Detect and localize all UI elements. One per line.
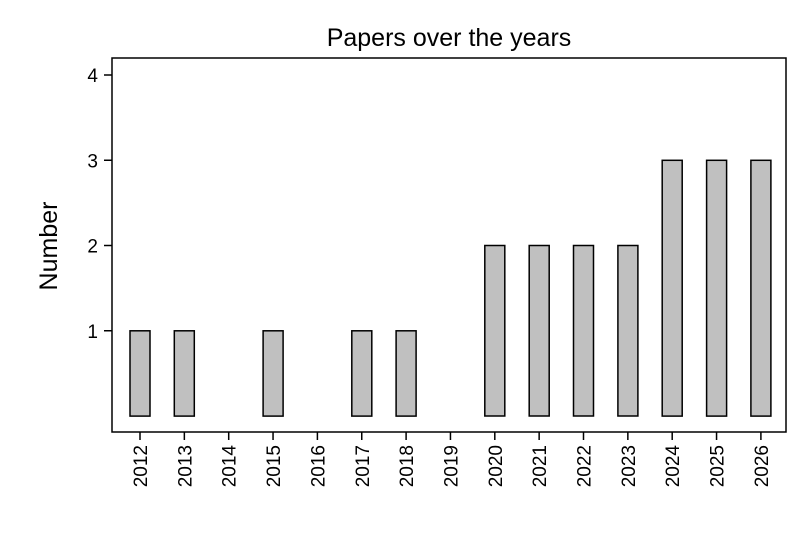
x-tick-label-2014: 2014 [220,445,241,488]
y-tick-label-1: 1 [87,322,98,343]
bar-2024 [661,159,683,417]
x-tick-label-2021: 2021 [530,445,551,487]
x-tick-label-2023: 2023 [619,445,640,487]
bar-2023 [617,244,639,417]
y-tick-label-2: 2 [87,237,98,258]
bar-2018 [395,330,417,417]
x-tick-label-2024: 2024 [663,445,684,488]
x-tick-label-2017: 2017 [353,445,374,487]
plot-area-frame [111,57,787,433]
x-tick-label-2015: 2015 [264,445,285,487]
x-tick-label-2018: 2018 [397,445,418,487]
y-axis: 1 2 3 4 [87,66,112,343]
x-tick-label-2013: 2013 [175,445,196,487]
y-tick-label-4: 4 [87,66,98,87]
x-tick-label-2022: 2022 [575,445,596,487]
x-tick-label-2012: 2012 [131,445,152,487]
bar-2015 [262,330,284,417]
bar-2013 [173,330,196,417]
x-tick-label-2026: 2026 [752,445,773,487]
bars-layer [129,159,772,417]
x-tick-label-2025: 2025 [708,445,729,487]
y-axis-label: Number [35,202,63,291]
bar-2017 [351,330,373,417]
x-tick-label-2020: 2020 [486,445,507,487]
y-tick-label-3: 3 [87,151,98,172]
chart-title: Papers over the years [327,24,572,52]
x-tick-label-2016: 2016 [308,445,329,487]
x-axis: 2012 2013 2014 2015 2016 2017 2018 2019 2020 2021… [131,432,773,487]
bar-2026 [750,159,772,417]
x-tick-label-2019: 2019 [441,445,462,487]
bar-2020 [484,244,506,417]
bar-2021 [528,244,550,417]
bar-2025 [705,159,728,417]
bar-2012 [129,330,151,417]
bar-2022 [572,244,595,417]
